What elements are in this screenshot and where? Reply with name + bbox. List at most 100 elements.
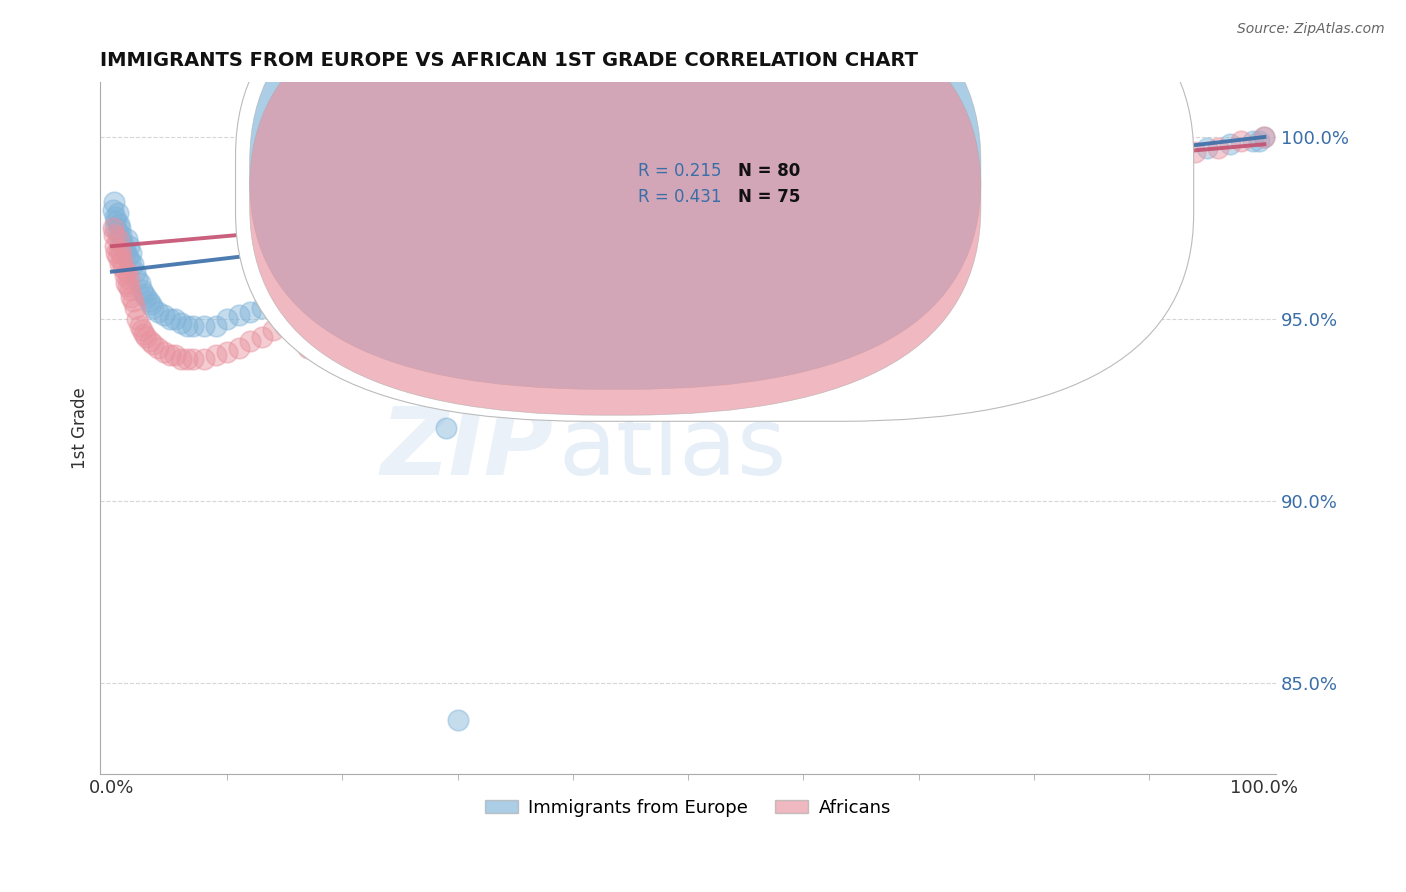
Point <box>107 250 129 264</box>
Point <box>965 192 987 206</box>
Text: IMMIGRANTS FROM EUROPE VS AFRICAN 1ST GRADE CORRELATION CHART: IMMIGRANTS FROM EUROPE VS AFRICAN 1ST GR… <box>100 51 918 70</box>
Point <box>1241 134 1264 148</box>
Y-axis label: 1st Grade: 1st Grade <box>72 387 89 469</box>
Point <box>747 221 769 235</box>
Point <box>134 326 156 341</box>
Point <box>1219 137 1241 152</box>
Point <box>769 218 792 232</box>
Point <box>103 195 125 210</box>
Point <box>228 341 250 355</box>
Point <box>121 290 143 304</box>
Point <box>146 304 169 318</box>
Point <box>114 243 136 257</box>
Point <box>262 297 284 311</box>
Point <box>354 279 377 293</box>
Point <box>124 301 146 315</box>
Point <box>862 199 884 213</box>
Point <box>354 290 377 304</box>
Point <box>458 260 481 275</box>
Point <box>217 344 239 359</box>
Point <box>285 290 308 304</box>
Point <box>152 344 174 359</box>
FancyBboxPatch shape <box>250 0 981 390</box>
Point <box>193 352 215 367</box>
Point <box>492 253 515 268</box>
Point <box>165 348 187 362</box>
Point <box>181 352 204 367</box>
Point <box>596 243 619 257</box>
Text: atlas: atlas <box>558 403 787 495</box>
Point <box>676 228 699 243</box>
Point <box>389 279 412 293</box>
Point <box>120 283 142 297</box>
Point <box>104 210 127 224</box>
Point <box>1137 152 1160 166</box>
Point <box>815 206 838 220</box>
Point <box>204 319 226 334</box>
Point <box>159 312 181 326</box>
Point <box>142 301 165 315</box>
Point <box>101 221 124 235</box>
Point <box>596 239 619 253</box>
Point <box>176 319 198 334</box>
Point <box>262 323 284 337</box>
Point <box>769 213 792 227</box>
Point <box>118 272 141 286</box>
Text: R = 0.215: R = 0.215 <box>637 162 721 180</box>
Point <box>723 221 745 235</box>
Point <box>121 293 143 308</box>
Point <box>120 253 142 268</box>
Text: N = 80: N = 80 <box>738 162 800 180</box>
Point <box>204 348 226 362</box>
Point <box>332 297 354 311</box>
Point <box>700 228 723 243</box>
Point <box>1080 162 1102 177</box>
Point <box>217 312 239 326</box>
Text: N = 75: N = 75 <box>738 188 800 206</box>
Point <box>146 341 169 355</box>
Point <box>114 268 136 283</box>
Point <box>285 312 308 326</box>
Point <box>965 181 987 195</box>
Point <box>112 235 135 250</box>
Point <box>114 276 136 290</box>
Point <box>239 334 262 348</box>
Point <box>139 334 162 348</box>
Point <box>332 283 354 297</box>
Point <box>152 309 174 323</box>
Point <box>434 319 457 334</box>
Text: R = 0.431: R = 0.431 <box>637 188 721 206</box>
Point <box>117 279 139 293</box>
Point <box>274 319 297 334</box>
Point <box>142 337 165 351</box>
Point <box>181 319 204 334</box>
Point <box>105 246 128 260</box>
Point <box>134 286 156 301</box>
Legend: Immigrants from Europe, Africans: Immigrants from Europe, Africans <box>478 791 898 824</box>
Point <box>1161 152 1184 166</box>
Point <box>108 257 131 271</box>
Point <box>1022 169 1045 184</box>
Point <box>274 293 297 308</box>
Point <box>114 246 136 260</box>
Point <box>108 232 131 246</box>
Point <box>112 260 135 275</box>
Point <box>127 312 149 326</box>
Point <box>121 257 143 271</box>
Point <box>104 221 127 235</box>
Point <box>250 330 273 344</box>
Point <box>110 246 132 260</box>
Point <box>111 253 134 268</box>
Point <box>492 253 515 268</box>
Point <box>228 309 250 323</box>
Point <box>308 304 330 318</box>
Point <box>527 250 550 264</box>
Point <box>107 232 129 246</box>
Point <box>1022 181 1045 195</box>
Point <box>170 352 193 367</box>
Point <box>619 239 641 253</box>
Point <box>110 228 132 243</box>
FancyBboxPatch shape <box>236 0 1194 421</box>
Point <box>121 246 143 260</box>
Point <box>792 213 814 227</box>
